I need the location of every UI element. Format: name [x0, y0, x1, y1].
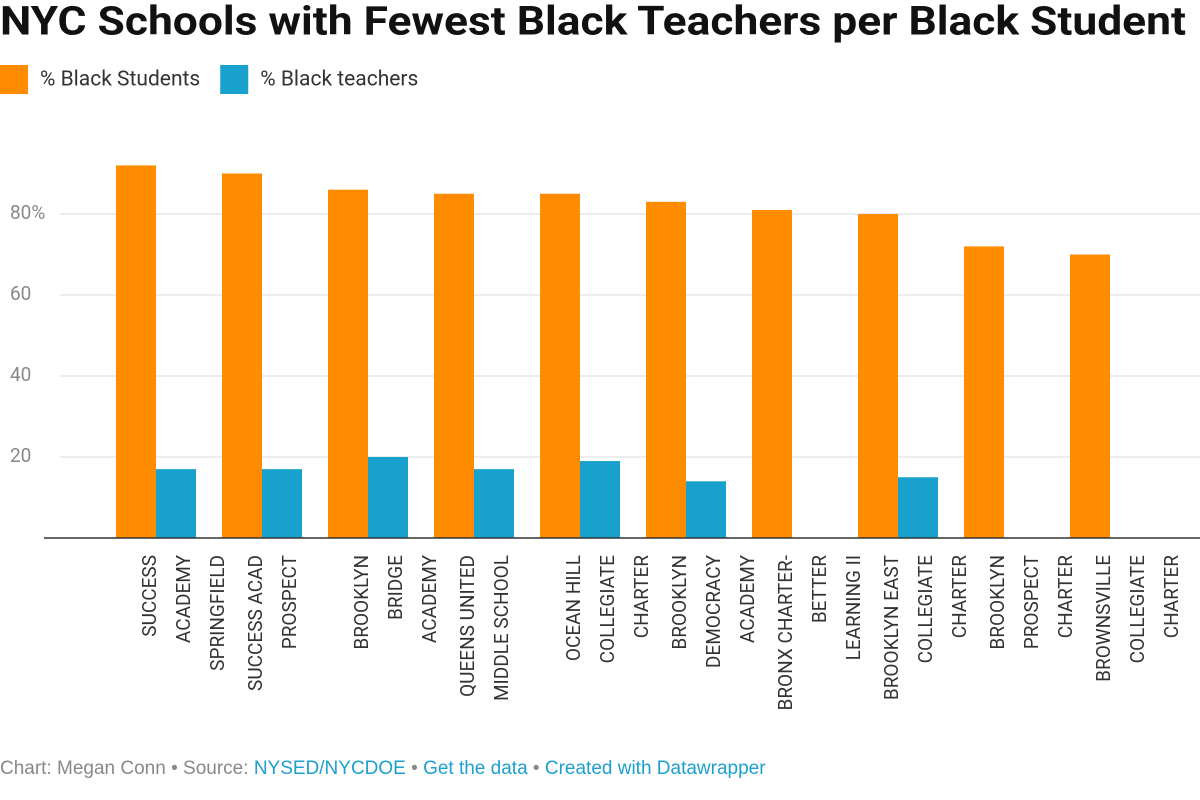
x-tick-label: BROOKLYN	[668, 555, 691, 650]
y-tick-label: 80%	[10, 201, 45, 224]
bar	[964, 246, 1004, 538]
x-tick-label: COLLEGIATE	[1126, 555, 1149, 664]
bar	[686, 481, 726, 538]
legend-swatch	[0, 65, 28, 94]
x-tick-label: CHARTER	[1160, 555, 1183, 639]
x-tick-label: CHARTER	[630, 555, 653, 639]
x-tick-label: PROSPECT	[1020, 555, 1043, 649]
bar	[262, 469, 302, 538]
x-tick-label: OCEAN HILL	[562, 555, 585, 661]
bar	[434, 193, 474, 538]
x-tick-label: BETTER	[808, 555, 831, 623]
bar	[898, 477, 938, 538]
legend-label: % Black teachers	[260, 68, 418, 92]
separator: •	[411, 758, 418, 779]
x-tick-label: SUCCESS ACAD	[244, 555, 267, 691]
x-tick-label: BRIDGE	[384, 555, 407, 620]
x-tick-label: ACADEMY	[418, 554, 441, 643]
bar	[752, 209, 792, 538]
chart-title: NYC Schools with Fewest Black Teachers p…	[0, 0, 1186, 45]
bar	[1070, 254, 1110, 538]
footer: Chart: Megan Conn • Source: NYSED/NYCDOE…	[0, 758, 766, 780]
bar	[580, 461, 620, 538]
x-tick-label: SPRINGFIELD	[206, 555, 229, 671]
x-tick-label: CHARTER	[948, 555, 971, 639]
x-tick-label: PROSPECT	[278, 555, 301, 649]
y-tick-label: 20	[10, 444, 31, 467]
source-link[interactable]: NYSED/NYCDOE	[253, 758, 406, 779]
x-tick-label: COLLEGIATE	[914, 555, 937, 664]
y-tick-label: 60	[10, 282, 31, 305]
separator: •	[532, 758, 540, 779]
x-tick-label: ACADEMY	[736, 554, 759, 643]
x-tick-label: QUEENS UNITED	[456, 555, 479, 697]
y-tick-label: 40	[10, 363, 31, 386]
x-tick-label: LEARNING II	[842, 555, 865, 660]
separator: •	[171, 758, 178, 779]
x-tick-label: BROOKLYN	[986, 555, 1009, 650]
bar	[222, 173, 262, 538]
x-tick-label: SUCCESS	[138, 555, 161, 637]
datawrapper-link[interactable]: Created with Datawrapper	[544, 758, 766, 779]
legend-swatch	[220, 65, 249, 94]
x-tick-label: BRONX CHARTER-	[774, 555, 797, 711]
bar	[540, 193, 580, 538]
bar	[858, 214, 898, 538]
x-tick-label: BROOKLYN EAST	[880, 555, 903, 700]
legend-label: % Black Students	[40, 68, 200, 92]
bar	[328, 189, 368, 538]
data-link[interactable]: Get the data	[423, 758, 528, 779]
credit: Chart: Megan Conn	[0, 758, 166, 779]
bar	[368, 457, 408, 538]
x-tick-label: COLLEGIATE	[596, 555, 619, 664]
x-tick-label: BROOKLYN	[350, 555, 373, 650]
source-label: Source:	[183, 758, 249, 779]
x-tick-label: ACADEMY	[172, 554, 195, 643]
x-tick-label: DEMOCRACY	[702, 554, 725, 668]
bar	[646, 201, 686, 538]
x-tick-label: CHARTER	[1054, 555, 1077, 639]
bar	[156, 469, 196, 538]
bar	[474, 469, 514, 538]
x-tick-label: BROWNSVILLE	[1092, 555, 1115, 682]
x-tick-label: MIDDLE SCHOOL	[490, 555, 513, 701]
bar	[116, 165, 156, 538]
